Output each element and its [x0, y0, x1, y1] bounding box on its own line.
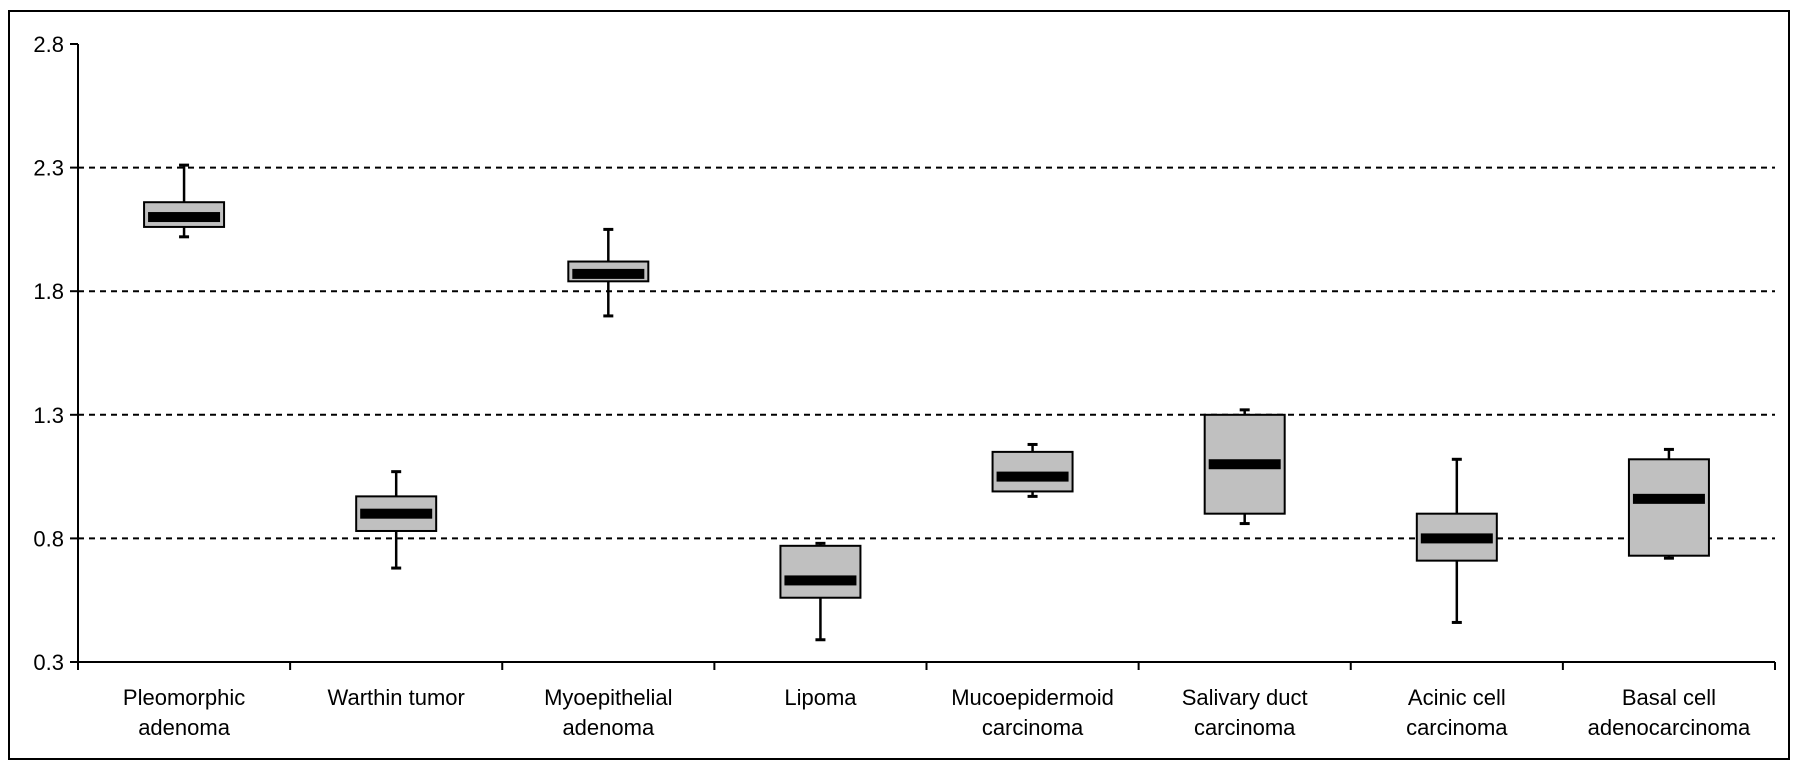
- x-category-label: carcinoma: [1194, 715, 1296, 740]
- x-category-label: Mucoepidermoid: [951, 685, 1114, 710]
- x-category-label: Pleomorphic: [123, 685, 245, 710]
- x-category-label: Warthin tumor: [328, 685, 465, 710]
- y-tick-label: 2.8: [33, 32, 64, 57]
- median-bar: [996, 471, 1069, 482]
- x-category-label: Basal cell: [1622, 685, 1716, 710]
- x-category-label: carcinoma: [1406, 715, 1508, 740]
- x-category-label: adenoma: [138, 715, 231, 740]
- median-bar: [784, 575, 857, 586]
- y-tick-label: 0.8: [33, 526, 64, 551]
- x-category-label: Lipoma: [784, 685, 857, 710]
- x-category-label: Acinic cell: [1408, 685, 1506, 710]
- y-tick-label: 1.3: [33, 403, 64, 428]
- x-category-label: adenoma: [562, 715, 655, 740]
- chart-frame: [8, 10, 1790, 760]
- median-bar: [572, 268, 645, 279]
- x-category-label: adenocarcinoma: [1588, 715, 1751, 740]
- x-category-label: Salivary duct: [1182, 685, 1308, 710]
- x-category-label: Myoepithelial: [544, 685, 672, 710]
- x-category-label: carcinoma: [982, 715, 1084, 740]
- y-tick-label: 2.3: [33, 156, 64, 181]
- box: [1627, 458, 1710, 557]
- y-tick-label: 0.3: [33, 650, 64, 675]
- median-bar: [1632, 493, 1705, 504]
- median-bar: [1420, 533, 1493, 544]
- median-bar: [360, 508, 433, 519]
- y-tick-label: 1.8: [33, 279, 64, 304]
- box: [779, 544, 862, 599]
- median-bar: [148, 212, 221, 223]
- median-bar: [1208, 459, 1281, 470]
